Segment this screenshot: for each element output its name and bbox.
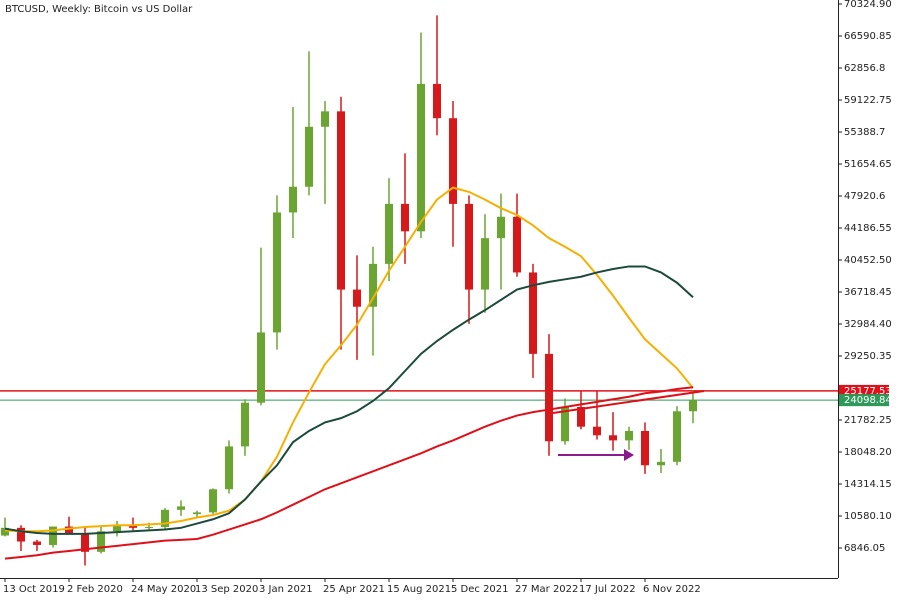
candle-body — [145, 526, 153, 528]
candle-body — [241, 402, 249, 447]
candle-body — [225, 446, 233, 490]
candle-body — [641, 430, 649, 466]
arrow-head — [624, 449, 634, 461]
x-tick-label: 2 Feb 2020 — [67, 584, 123, 595]
x-tick-label: 3 Jan 2021 — [259, 584, 313, 595]
moving-average — [4, 186, 694, 533]
candle-body — [465, 203, 473, 290]
candle-body — [497, 216, 505, 239]
y-tick-label: 6846.05 — [844, 543, 885, 554]
candle-body — [513, 216, 521, 273]
x-tick-label: 6 Nov 2022 — [643, 584, 701, 595]
candle-body — [673, 411, 681, 462]
y-tick-label: 70324.90 — [844, 0, 892, 10]
y-tick-label: 55388.7 — [844, 127, 885, 138]
candle-body — [369, 263, 377, 307]
candle-body — [401, 203, 409, 232]
y-tick-label: 32984.40 — [844, 319, 892, 330]
y-tick-label: 18048.20 — [844, 447, 892, 458]
candle-body — [177, 506, 185, 510]
y-tick-label: 29250.35 — [844, 351, 892, 362]
price-level-box — [839, 394, 889, 407]
y-tick-label: 66590.85 — [844, 31, 892, 42]
candle-body — [433, 83, 441, 119]
price-level-box — [839, 384, 889, 397]
x-tick-label: 25 Apr 2021 — [323, 584, 385, 595]
y-tick-label: 62856.8 — [844, 63, 885, 74]
candle-body — [561, 406, 569, 442]
candle-body — [193, 512, 201, 515]
x-tick-label: 5 Dec 2021 — [451, 584, 509, 595]
candle-body — [129, 525, 137, 528]
candle-body — [49, 526, 57, 545]
x-tick-label: 27 Mar 2022 — [515, 584, 578, 595]
y-tick-label: 40452.50 — [844, 255, 892, 266]
y-tick-label: 21782.25 — [844, 415, 892, 426]
candle-body — [625, 430, 633, 441]
candle-body — [481, 238, 489, 290]
candle-body — [577, 406, 585, 427]
candle-body — [97, 531, 105, 552]
x-tick-label: 17 Jul 2022 — [579, 584, 636, 595]
candle-body — [273, 212, 281, 333]
y-tick-label: 44186.55 — [844, 223, 892, 234]
candle-body — [65, 526, 73, 533]
candle-body — [529, 272, 537, 354]
candle-body — [33, 541, 41, 545]
candle-body — [113, 525, 121, 532]
trend-line — [552, 390, 705, 414]
x-tick-label: 15 Aug 2021 — [387, 584, 451, 595]
candle-body — [81, 532, 89, 552]
y-tick-label: 10580.10 — [844, 511, 892, 522]
plot-area — [0, 15, 838, 566]
y-tick-label: 51654.65 — [844, 159, 892, 170]
candle-body — [385, 203, 393, 264]
candle-body — [321, 111, 329, 127]
moving-average — [4, 386, 694, 560]
candle-body — [593, 426, 601, 436]
price-level-label: 24098.84 — [844, 395, 892, 406]
candle-body — [161, 509, 169, 527]
candle-body — [257, 332, 265, 403]
y-tick-label: 14314.15 — [844, 479, 892, 490]
chart-title: BTCUSD, Weekly: Bitcoin vs US Dollar — [5, 4, 193, 15]
price-level-label: 25177.53 — [844, 386, 892, 397]
y-tick-label: 36718.45 — [844, 287, 892, 298]
y-tick-label: 59122.75 — [844, 95, 892, 106]
candle-body — [449, 118, 457, 204]
candle-body — [209, 489, 217, 513]
moving-average — [4, 265, 694, 535]
candle-body — [1, 527, 9, 536]
x-tick-label: 13 Sep 2020 — [195, 584, 258, 595]
y-tick-label: 47920.6 — [844, 191, 885, 202]
candle-body — [17, 527, 25, 542]
candle-body — [337, 111, 345, 290]
candle-body — [657, 461, 665, 466]
candle-body — [417, 83, 425, 232]
candle-body — [609, 435, 617, 441]
candle-body — [545, 353, 553, 442]
x-tick-label: 13 Oct 2019 — [3, 584, 65, 595]
x-tick-label: 24 May 2020 — [131, 584, 196, 595]
candle-body — [689, 400, 697, 412]
candle-body — [353, 289, 361, 307]
candle-body — [289, 186, 297, 213]
candle-body — [305, 126, 313, 187]
